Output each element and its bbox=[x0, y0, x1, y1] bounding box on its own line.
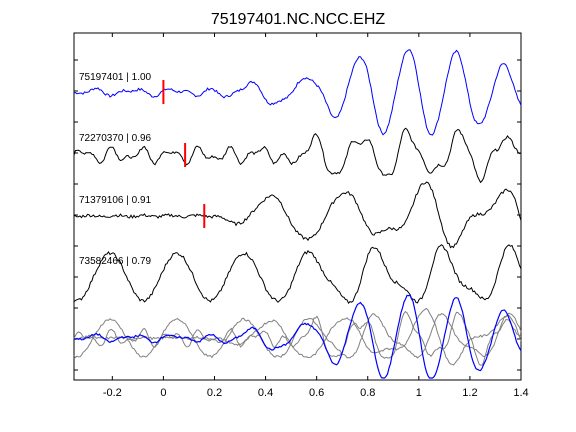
axis-ticks: -0.2 0 0.2 0.4 0.6 0.8 1 1.2 1.4 bbox=[74, 33, 529, 399]
x-tick-label: 0 bbox=[160, 387, 166, 399]
pick-markers bbox=[162, 80, 206, 228]
stack-trace-72270370 bbox=[73, 310, 522, 366]
stack-trace-71379106 bbox=[73, 307, 522, 366]
trace-labels: 75197401 | 1.00 72270370 | 0.96 71379106 |… bbox=[79, 72, 152, 267]
trace-label-73582466: 73582466 | 0.79 bbox=[79, 256, 152, 267]
trace-label-71379106: 71379106 | 0.91 bbox=[79, 195, 152, 206]
x-tick-label: 0.2 bbox=[207, 387, 222, 399]
x-tick-label: 1 bbox=[416, 387, 422, 399]
x-tick-label: 1.2 bbox=[462, 387, 477, 399]
trace-label-72270370: 72270370 | 0.96 bbox=[79, 133, 152, 144]
trace-label-75197401: 75197401 | 1.00 bbox=[79, 72, 152, 83]
trace-line-75197401 bbox=[73, 49, 522, 136]
trace-line-71379106 bbox=[73, 181, 522, 249]
trace-line-73582466 bbox=[73, 244, 522, 304]
chart-title: 75197401.NC.NCC.EHZ bbox=[211, 11, 386, 28]
x-tick-label: -0.2 bbox=[103, 387, 122, 399]
trace-group bbox=[73, 49, 522, 304]
x-tick-label: 0.4 bbox=[258, 387, 273, 399]
overlay-stack bbox=[73, 294, 522, 379]
stack-trace-reference bbox=[73, 294, 522, 379]
x-tick-label: 1.4 bbox=[513, 387, 528, 399]
x-tick-label: 0.8 bbox=[360, 387, 375, 399]
plot-area-frame bbox=[73, 32, 522, 381]
x-tick-label: 0.6 bbox=[309, 387, 324, 399]
trace-line-72270370 bbox=[73, 127, 522, 184]
